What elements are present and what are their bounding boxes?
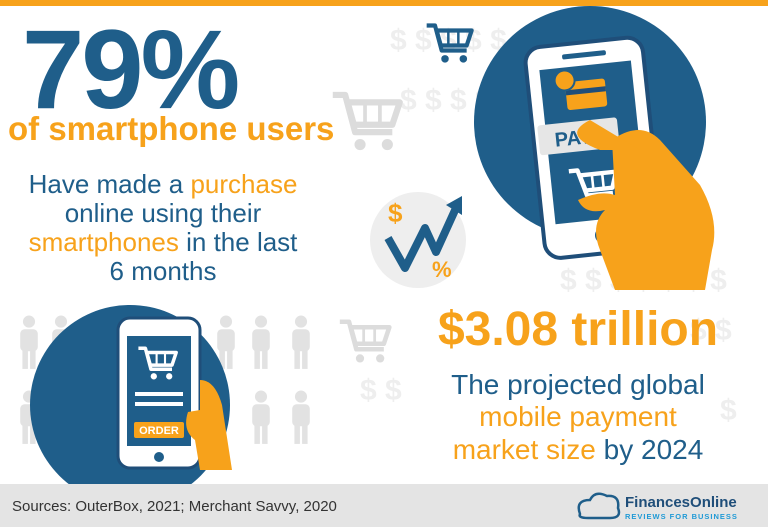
thumb [577, 120, 640, 150]
text: by 2024 [596, 434, 703, 465]
text: 6 months [110, 256, 217, 286]
stat-description: The projected global mobile payment mark… [451, 369, 705, 465]
percent-sign: % [432, 257, 452, 282]
text: The projected global [451, 369, 705, 400]
stat-description: Have made a purchase online using their … [29, 169, 299, 286]
stat-value: 79% [22, 7, 238, 132]
svg-text:$: $ [720, 394, 737, 427]
top-bar [0, 0, 768, 6]
brand-tagline: REVIEWS FOR BUSINESS [625, 512, 738, 521]
svg-text:$ $: $ $ [360, 374, 402, 407]
text: in the last [179, 227, 298, 257]
highlight: market size [453, 434, 596, 465]
cart-icon [333, 95, 400, 150]
svg-text:$ $: $ $ [690, 314, 732, 347]
logo-cloud [577, 492, 621, 520]
hand [186, 380, 232, 470]
svg-text:online using their: online using their [65, 198, 262, 228]
cart-icon [340, 322, 390, 363]
stat-subject: of smartphone users [8, 110, 334, 147]
highlight: smartphones [29, 227, 179, 257]
stat-value: $3.08 trillion [438, 303, 718, 356]
trend-arrow [384, 206, 460, 272]
sources: Sources: OuterBox, 2021; Merchant Savvy,… [12, 498, 337, 515]
text: Have made a [29, 169, 191, 199]
dollar-sign: $ [388, 198, 403, 228]
hand [578, 130, 715, 290]
svg-text:mobile payment: mobile payment [479, 401, 677, 432]
text: online using their [65, 198, 262, 228]
svg-text:market size by 2024: market size by 2024 [453, 434, 704, 465]
order-label: ORDER [139, 425, 179, 437]
svg-text:The projected global: The projected global [451, 369, 705, 400]
highlight: mobile payment [479, 401, 677, 432]
svg-text:6 months: 6 months [110, 256, 217, 286]
order-phone: ORDER [116, 316, 202, 470]
footer-bar [0, 484, 768, 527]
brand-name: FinancesOnline [625, 494, 737, 511]
highlight: purchase [190, 169, 297, 199]
arrow-head [446, 196, 462, 215]
svg-text:smartphones in the last: smartphones in the last [29, 227, 299, 257]
svg-text:Have made a purchase: Have made a purchase [29, 169, 298, 199]
